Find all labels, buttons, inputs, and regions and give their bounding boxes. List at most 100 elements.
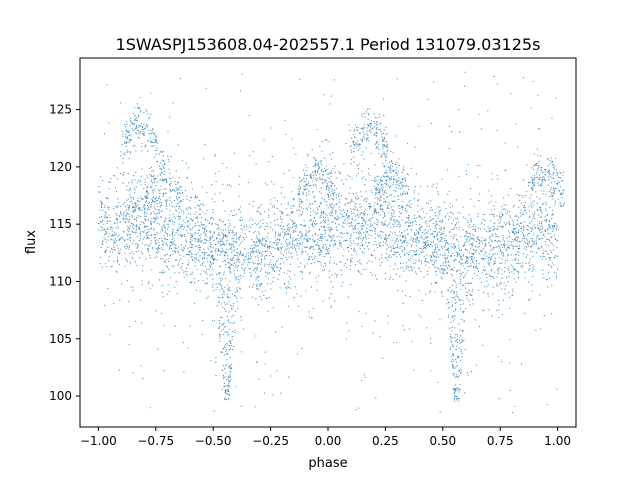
data-point (118, 239, 120, 241)
data-point (476, 274, 478, 276)
data-point (538, 223, 540, 225)
data-point (377, 221, 379, 224)
data-point (548, 179, 550, 181)
data-point (378, 189, 380, 192)
data-point (376, 196, 378, 198)
data-point (290, 237, 292, 239)
data-point (167, 158, 169, 160)
data-point (503, 240, 505, 242)
data-point (125, 214, 127, 216)
data-point (215, 357, 217, 359)
data-point (238, 175, 241, 177)
data-point (147, 202, 149, 204)
data-point (346, 231, 348, 233)
data-point (161, 272, 163, 274)
data-point (415, 262, 417, 264)
data-point (178, 205, 180, 208)
data-point (490, 195, 493, 197)
data-point (311, 223, 313, 225)
data-point (127, 182, 130, 184)
data-point (238, 236, 240, 238)
data-point (423, 255, 425, 257)
data-point (206, 278, 208, 280)
data-point (385, 160, 387, 162)
data-point (356, 222, 358, 224)
data-point (384, 189, 386, 191)
data-point (326, 246, 328, 248)
data-point (509, 211, 511, 213)
data-point (165, 239, 167, 241)
data-point (231, 244, 233, 246)
data-point (239, 288, 241, 290)
data-point (410, 245, 413, 248)
data-point (404, 222, 406, 224)
data-point (404, 254, 406, 256)
data-point (486, 280, 488, 282)
data-point (135, 127, 138, 129)
data-point (494, 232, 496, 235)
data-point (548, 226, 551, 228)
data-point (511, 244, 513, 246)
data-point (391, 162, 394, 164)
data-point (158, 197, 160, 199)
data-point (524, 195, 526, 197)
data-point (408, 270, 410, 272)
data-point (360, 273, 362, 275)
data-point (233, 254, 235, 256)
data-point (154, 239, 156, 241)
data-point (101, 266, 103, 268)
data-point (400, 256, 402, 258)
data-point (527, 245, 530, 247)
data-point (189, 241, 191, 243)
data-point (211, 274, 213, 276)
data-point (528, 242, 530, 244)
data-point (195, 289, 198, 291)
data-point (368, 219, 370, 221)
data-point (393, 190, 395, 192)
data-point (353, 240, 355, 242)
data-point (548, 220, 551, 222)
data-point (527, 229, 529, 231)
data-point (124, 142, 126, 145)
data-point (401, 212, 403, 214)
data-point (443, 231, 445, 233)
data-point (182, 228, 184, 230)
data-point (148, 118, 150, 120)
data-point (130, 122, 133, 124)
data-point (173, 189, 175, 192)
data-point (281, 213, 283, 215)
data-point (205, 242, 207, 244)
data-point (434, 255, 436, 257)
data-point (532, 240, 534, 242)
data-point (153, 217, 155, 219)
data-point (235, 266, 237, 268)
data-point (539, 228, 542, 231)
data-point (516, 215, 518, 217)
data-point (406, 192, 409, 195)
data-point (445, 261, 447, 263)
data-point (414, 219, 416, 221)
data-point (404, 178, 406, 180)
data-point (150, 186, 152, 188)
data-point (352, 201, 354, 203)
data-point (533, 200, 535, 202)
data-point (388, 212, 390, 214)
data-point (385, 235, 387, 237)
data-point (512, 228, 515, 230)
data-point (469, 247, 472, 249)
data-point (406, 217, 408, 219)
data-point (222, 243, 224, 245)
data-point (484, 214, 486, 216)
data-point (410, 239, 412, 241)
data-point (326, 252, 328, 254)
data-point (438, 240, 440, 242)
data-point (268, 209, 270, 211)
data-point (209, 238, 211, 240)
data-point (528, 281, 530, 283)
data-point (536, 202, 538, 205)
data-point (384, 237, 386, 239)
data-point (139, 200, 141, 202)
data-point (553, 225, 555, 227)
data-point (502, 237, 505, 239)
data-point (291, 252, 293, 254)
